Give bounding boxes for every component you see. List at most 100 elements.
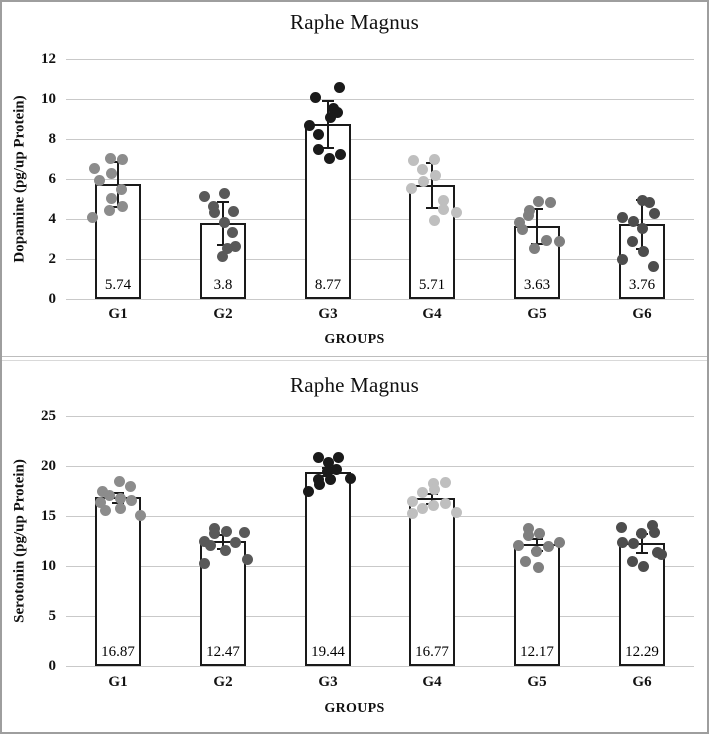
data-point-g2 — [230, 537, 241, 548]
gridline-y0 — [66, 299, 694, 300]
data-point-g3 — [323, 457, 334, 468]
data-point-g1 — [106, 168, 117, 179]
data-point-g2 — [239, 527, 250, 538]
data-point-g6 — [617, 212, 628, 223]
data-point-g6 — [616, 522, 627, 533]
data-point-g4 — [438, 195, 449, 206]
y-tick-label: 15 — [41, 508, 56, 524]
error-cap-top — [531, 208, 543, 210]
y-tick-label: 10 — [41, 558, 56, 574]
data-point-g4 — [408, 155, 419, 166]
bar-value-label: 12.47 — [206, 644, 240, 660]
bar-value-label: 12.29 — [625, 644, 659, 660]
data-point-g1 — [115, 503, 126, 514]
error-bar-g3 — [327, 100, 329, 148]
data-point-g4 — [428, 500, 439, 511]
data-point-g2 — [227, 227, 238, 238]
data-point-g6 — [649, 208, 660, 219]
data-point-g2 — [205, 540, 216, 551]
data-point-g1 — [114, 476, 125, 487]
data-point-g6 — [648, 261, 659, 272]
data-point-g2 — [230, 241, 241, 252]
data-point-g5 — [523, 523, 534, 534]
data-point-g5 — [517, 224, 528, 235]
data-point-g5 — [533, 562, 544, 573]
data-point-g4 — [429, 484, 440, 495]
data-point-g4 — [429, 215, 440, 226]
error-cap-top — [531, 538, 543, 540]
y-tick-label: 4 — [48, 211, 57, 227]
bar-value-label: 8.77 — [314, 277, 342, 293]
serotonin-chart-panel: Raphe Magnus Serotonin (pg/up Protein) G… — [2, 360, 707, 732]
y-tick-label: 0 — [48, 291, 57, 307]
bar-value-label: 16.77 — [415, 644, 449, 660]
data-point-g5 — [514, 217, 525, 228]
data-point-g1 — [126, 495, 137, 506]
gridline-y4 — [66, 219, 694, 220]
gridline-y2 — [66, 259, 694, 260]
error-bar-g5 — [536, 538, 538, 551]
data-point-g5 — [541, 235, 552, 246]
data-point-g1 — [106, 193, 117, 204]
data-point-g1 — [105, 153, 116, 164]
data-point-g5 — [520, 556, 531, 567]
data-point-g3 — [313, 144, 324, 155]
data-point-g3 — [334, 82, 345, 93]
data-point-g2 — [219, 217, 230, 228]
bar-value-label: 5.71 — [418, 277, 446, 293]
category-label-g3: G3 — [318, 306, 338, 322]
data-point-g5 — [531, 546, 542, 557]
data-point-g3 — [304, 120, 315, 131]
data-point-g6 — [617, 537, 628, 548]
data-point-g6 — [617, 254, 628, 265]
error-bar-g4 — [431, 493, 433, 504]
data-point-g6 — [638, 561, 649, 572]
error-cap-bottom — [636, 552, 648, 554]
data-point-g2 — [199, 558, 210, 569]
data-point-g5 — [523, 210, 534, 221]
y-tick-label: 0 — [48, 658, 57, 674]
data-point-g1 — [104, 490, 115, 501]
data-point-g5 — [534, 528, 545, 539]
error-bar-g5 — [536, 208, 538, 244]
data-point-g6 — [627, 236, 638, 247]
data-point-g5 — [533, 196, 544, 207]
data-point-g2 — [220, 545, 231, 556]
data-point-g1 — [87, 212, 98, 223]
data-point-g6 — [637, 195, 648, 206]
y-tick-label: 8 — [48, 131, 57, 147]
bar-g1 — [95, 497, 141, 666]
gridline-y10 — [66, 566, 694, 567]
gridline-y8 — [66, 139, 694, 140]
data-point-g1 — [125, 481, 136, 492]
error-cap-bottom — [322, 147, 334, 149]
serotonin-y-axis-title: Serotonin (pg/up Protein) — [11, 459, 28, 623]
data-point-g4 — [406, 183, 417, 194]
dopamine-chart-title: Raphe Magnus — [290, 10, 419, 34]
bar-g3 — [305, 472, 351, 666]
data-point-g2 — [209, 207, 220, 218]
error-cap-top — [322, 100, 334, 102]
data-point-g4 — [429, 154, 440, 165]
gridline-y10 — [66, 99, 694, 100]
data-point-g3 — [314, 479, 325, 490]
data-point-g4 — [451, 507, 462, 518]
data-point-g3 — [322, 466, 333, 477]
data-point-g4 — [418, 176, 429, 187]
error-cap-bottom — [426, 207, 438, 209]
gridline-y15 — [66, 516, 694, 517]
data-point-g1 — [135, 510, 146, 521]
dopamine-chart-panel: Raphe Magnus Dopamine (pg/up Protein) GR… — [2, 2, 707, 357]
data-point-g4 — [451, 207, 462, 218]
data-point-g5 — [545, 197, 556, 208]
data-point-g3 — [325, 474, 336, 485]
y-tick-label: 25 — [41, 408, 56, 424]
y-tick-label: 20 — [41, 458, 56, 474]
data-point-g3 — [345, 473, 356, 484]
data-point-g3 — [313, 452, 324, 463]
data-point-g2 — [217, 251, 228, 262]
data-point-g4 — [407, 496, 418, 507]
data-point-g6 — [628, 216, 639, 227]
data-point-g4 — [438, 204, 449, 215]
data-point-g2 — [219, 188, 230, 199]
